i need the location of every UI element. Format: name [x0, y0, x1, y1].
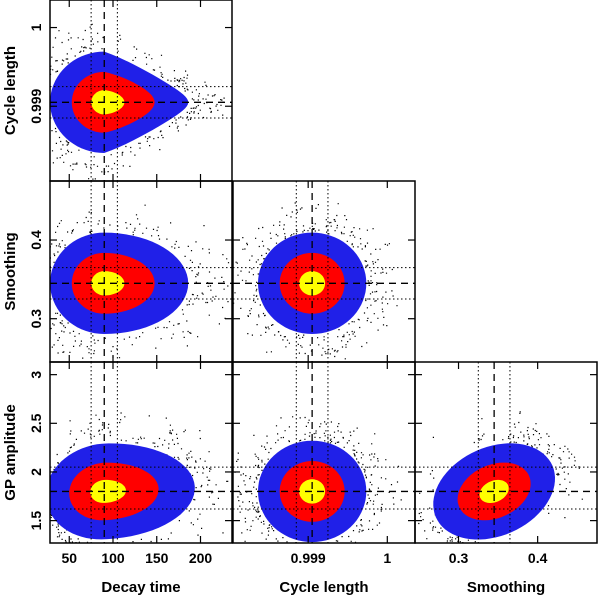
y-axis-label: Smoothing — [2, 232, 19, 310]
x-tick-label: 50 — [61, 550, 77, 566]
region-core — [91, 271, 125, 296]
region-core — [299, 479, 326, 504]
reference-lines — [50, 362, 232, 543]
panel-frame — [414, 361, 598, 544]
panel-cycle-vs-gp: 0.999 1 Cycle length — [232, 361, 416, 596]
reference-lines — [50, 181, 232, 362]
reference-lines — [415, 362, 597, 543]
x-tick-label: 0.3 — [449, 550, 469, 566]
y-tick-label: 0.999 — [28, 88, 44, 123]
panel-decay-vs-smooth: 0.3 0.4 Smoothing — [2, 180, 233, 363]
x-tick-label: 150 — [145, 550, 169, 566]
panel-smooth-vs-gp: 0.3 0.4 Smoothing — [414, 361, 598, 596]
region-core — [90, 479, 126, 503]
x-axis-label: Decay time — [101, 579, 180, 596]
reference-lines — [233, 181, 415, 362]
x-axis-label: Cycle length — [279, 579, 368, 596]
y-tick-label: 2 — [28, 468, 44, 476]
reference-lines — [233, 362, 415, 543]
panel-frame — [49, 361, 233, 544]
x-axis-label: Smoothing — [467, 579, 545, 596]
x-tick-label: 0.999 — [291, 550, 326, 566]
y-tick-label: 2.5 — [28, 413, 44, 433]
y-tick-label: 1.5 — [28, 511, 44, 531]
x-tick-label: 200 — [189, 550, 213, 566]
scatter-points — [50, 23, 225, 180]
panel-decay-vs-gp: 50 100 150 200 Decay time 1.5 2 2.5 3 GP amplitud… — [2, 361, 233, 596]
x-tick-label: 1 — [383, 550, 391, 566]
panel-cycle-vs-smooth — [232, 180, 416, 363]
x-tick-label: 0.4 — [528, 550, 548, 566]
y-axis-label: Cycle length — [2, 46, 19, 135]
region-core — [91, 90, 125, 115]
reference-lines — [50, 0, 232, 181]
panel-decay-vs-cycle: 0.999 1 Cycle length — [2, 0, 233, 182]
y-tick-label: 1 — [28, 23, 44, 31]
scatter-points — [418, 411, 583, 543]
y-tick-label: 0.4 — [28, 230, 44, 250]
y-tick-label: 3 — [28, 371, 44, 379]
region-core — [479, 479, 509, 503]
y-axis-label: GP amplitude — [2, 404, 19, 500]
y-tick-label: 0.3 — [28, 309, 44, 329]
x-tick-label: 100 — [101, 550, 125, 566]
scatter-points — [50, 412, 229, 543]
